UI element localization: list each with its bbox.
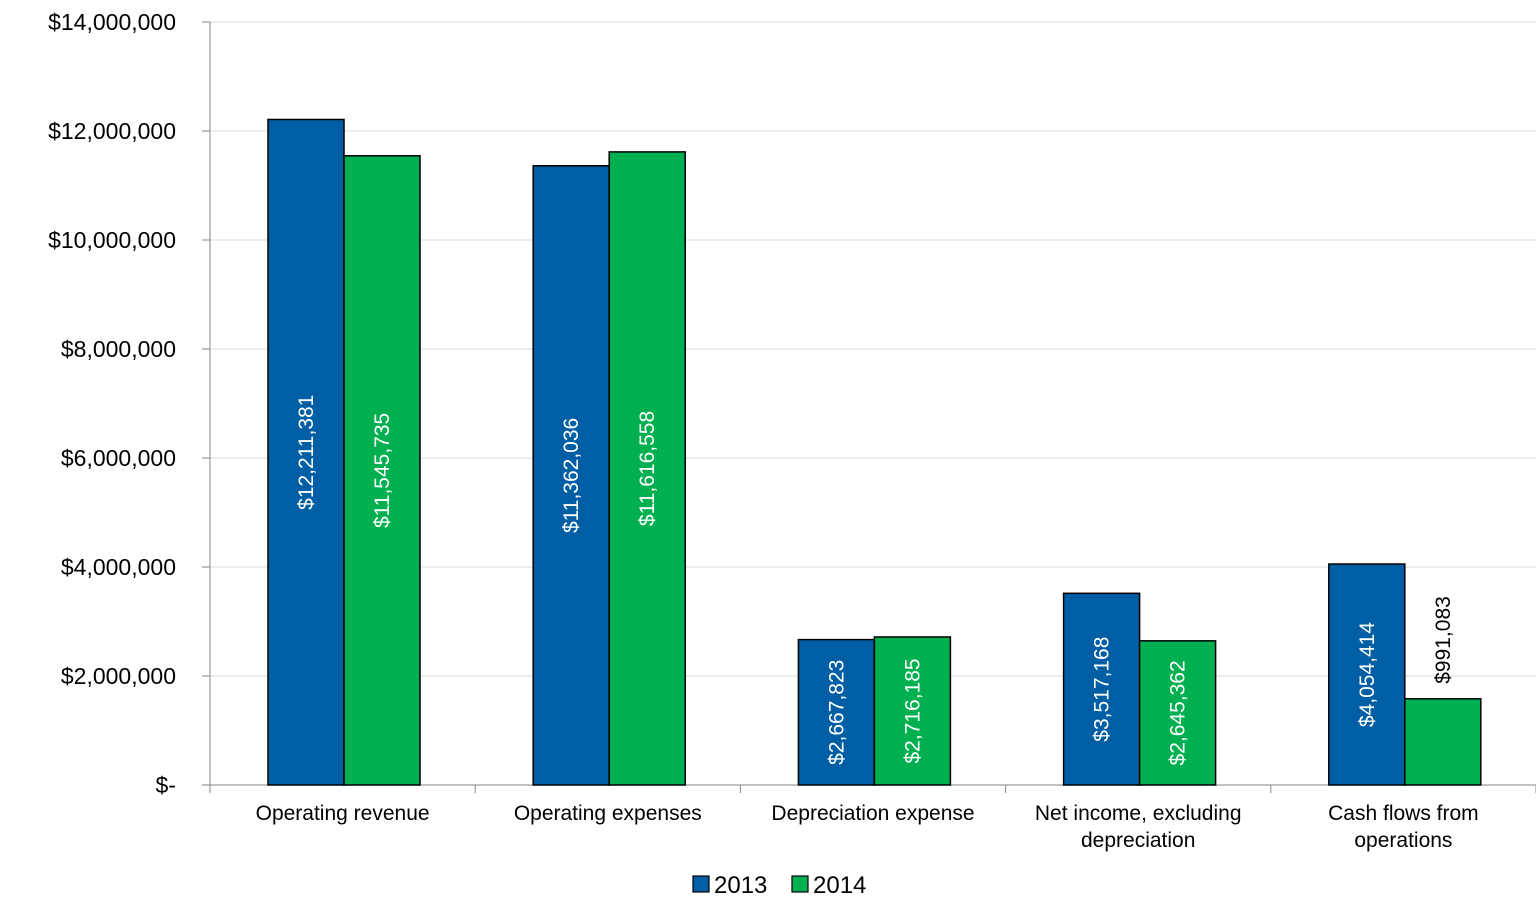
data-label: $2,645,362 bbox=[1167, 660, 1190, 765]
legend-label: 2014 bbox=[813, 872, 866, 899]
y-tick-label: $2,000,000 bbox=[61, 663, 176, 689]
bar-2014 bbox=[608, 151, 686, 786]
category-label: operations bbox=[1354, 829, 1452, 852]
data-label: $2,716,185 bbox=[901, 658, 924, 763]
bar-2013 bbox=[532, 165, 610, 786]
data-label: $3,517,168 bbox=[1091, 637, 1114, 742]
bar-2014 bbox=[1404, 698, 1482, 786]
bar-2013 bbox=[1328, 563, 1406, 786]
category-labels: Operating revenue Operating expenses Depre… bbox=[256, 802, 1479, 852]
data-label: $12,211,381 bbox=[295, 395, 318, 510]
data-label: $2,667,823 bbox=[825, 660, 848, 765]
y-tick-label: $12,000,000 bbox=[48, 118, 176, 144]
data-label: $11,545,735 bbox=[371, 413, 394, 528]
y-tick-label: $4,000,000 bbox=[61, 554, 176, 580]
data-label: $11,616,558 bbox=[636, 411, 659, 526]
bars bbox=[267, 118, 1482, 786]
y-tick-label: $8,000,000 bbox=[61, 336, 176, 362]
legend-swatch bbox=[692, 875, 710, 893]
bar-2013 bbox=[1062, 592, 1141, 786]
gridlines bbox=[210, 21, 1536, 677]
y-tick-label: $10,000,000 bbox=[48, 227, 176, 253]
bar-2014 bbox=[873, 636, 952, 786]
bar-2014 bbox=[343, 155, 421, 786]
y-tick-label: $6,000,000 bbox=[61, 445, 176, 471]
category-label: depreciation bbox=[1081, 829, 1195, 852]
legend-swatch bbox=[791, 875, 809, 893]
legend: 2013 2014 bbox=[692, 872, 866, 899]
category-label: Net income, excluding bbox=[1035, 802, 1242, 825]
data-label: $4,054,414 bbox=[1356, 622, 1379, 727]
data-label: $11,362,036 bbox=[560, 418, 583, 533]
data-label: $991,083 bbox=[1432, 596, 1455, 684]
y-tick-label: $- bbox=[156, 772, 176, 798]
data-labels: $12,211,381 $11,362,036 $2,667,823 $3,517,1… bbox=[295, 395, 1455, 766]
category-label: Depreciation expense bbox=[771, 802, 974, 825]
bar-2013 bbox=[797, 638, 876, 786]
y-axis-tick-labels: $- $2,000,000 $4,000,000 $6,000,000 $8,000,0… bbox=[48, 9, 176, 798]
bar-2013 bbox=[267, 118, 345, 786]
legend-label: 2013 bbox=[714, 872, 767, 899]
y-tick-label: $14,000,000 bbox=[48, 9, 176, 35]
bar-2014 bbox=[1138, 640, 1217, 786]
category-label: Cash flows from bbox=[1328, 802, 1479, 825]
category-label: Operating revenue bbox=[256, 802, 430, 825]
category-label: Operating expenses bbox=[514, 802, 702, 825]
